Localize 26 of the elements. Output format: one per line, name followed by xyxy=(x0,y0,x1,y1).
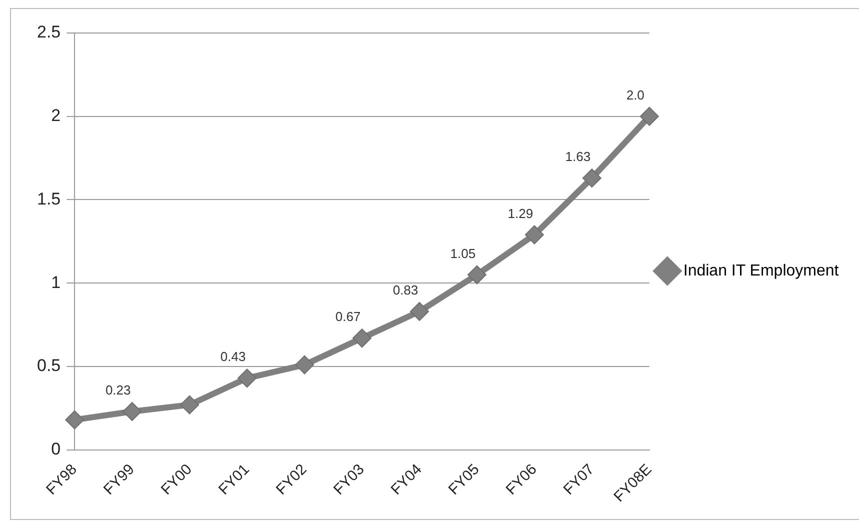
point xyxy=(640,106,659,126)
data-label: 0.83 xyxy=(392,282,418,298)
y-tick-label: 2 xyxy=(51,106,61,126)
point xyxy=(524,225,544,244)
y-tick-label: 1 xyxy=(51,272,61,292)
data-label: 1.29 xyxy=(508,206,534,221)
data-label: 1.63 xyxy=(565,149,591,164)
y-tick-label: 1.5 xyxy=(36,189,61,208)
data-label: 1.05 xyxy=(450,246,476,261)
y-tick-label: 2.5 xyxy=(36,22,61,42)
data-label: 0.23 xyxy=(105,382,131,398)
point xyxy=(295,355,314,374)
point xyxy=(352,328,372,348)
point xyxy=(65,410,84,430)
data-label: 0.67 xyxy=(335,309,361,324)
data-label: 2.0 xyxy=(626,87,644,102)
point xyxy=(238,368,257,388)
data-label: 0.43 xyxy=(220,349,246,364)
point xyxy=(122,402,142,421)
point xyxy=(582,168,602,188)
y-tick-label: 0 xyxy=(51,440,61,459)
point xyxy=(467,265,486,284)
point xyxy=(410,302,429,321)
legend-label: Indian IT Employment xyxy=(683,262,840,280)
point xyxy=(180,395,200,414)
y-tick-label: 0.5 xyxy=(36,356,61,376)
